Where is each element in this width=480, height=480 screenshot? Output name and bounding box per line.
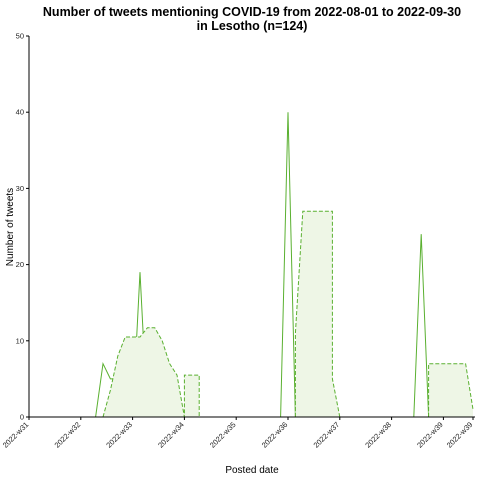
series-0-line xyxy=(29,112,473,418)
y-tick-label: 10 xyxy=(16,336,24,345)
y-tick-label: 40 xyxy=(16,108,24,117)
series-1-line xyxy=(102,327,200,418)
series-2-line xyxy=(294,210,341,418)
x-tick-label: 2022-w31 xyxy=(1,420,31,450)
x-tick-label: 2022-w37 xyxy=(312,420,342,450)
y-tick-label: 30 xyxy=(16,184,24,193)
y-ticks: 0 10 20 30 40 50 xyxy=(16,32,29,422)
series-3-line xyxy=(428,363,474,417)
y-axis-label: Number of tweets xyxy=(5,188,16,266)
x-tick-label: 2022-w36 xyxy=(260,420,290,450)
series-3-fill xyxy=(428,363,473,417)
x-tick-label: 2022-w35 xyxy=(208,420,238,450)
x-tick-label: 2022-w34 xyxy=(156,420,186,450)
y-tick-label: 20 xyxy=(16,260,24,269)
x-ticks: 2022-w31 2022-w32 2022-w33 2022-w34 2022-w35… xyxy=(1,417,475,450)
x-axis-label: Posted date xyxy=(225,465,279,476)
y-tick-label: 0 xyxy=(20,413,24,422)
chart-title-line1: Number of tweets mentioning COVID-19 fro… xyxy=(43,5,461,19)
x-tick-label: 2022-w38 xyxy=(363,420,393,450)
chart-title-line2: in Lesotho (n=124) xyxy=(197,19,308,33)
y-tick-label: 50 xyxy=(16,32,24,41)
x-tick-label: 2022-w32 xyxy=(53,420,83,450)
x-tick-label: 2022-w39 xyxy=(415,420,445,450)
series-1-fill xyxy=(103,327,200,417)
x-tick-label: 2022-w33 xyxy=(104,420,134,450)
plot-area xyxy=(29,112,474,418)
x-tick-label: 2022-w39 xyxy=(445,420,475,450)
series-2-fill xyxy=(295,211,340,417)
